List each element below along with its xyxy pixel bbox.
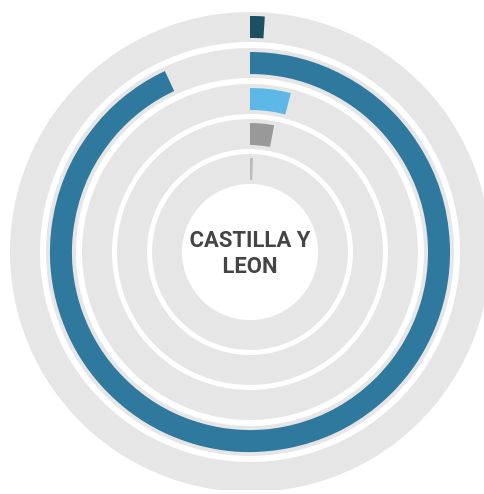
radial-bar (250, 99, 288, 104)
radial-bar (250, 134, 272, 136)
chart-title: CASTILLA Y LEON (170, 228, 330, 280)
